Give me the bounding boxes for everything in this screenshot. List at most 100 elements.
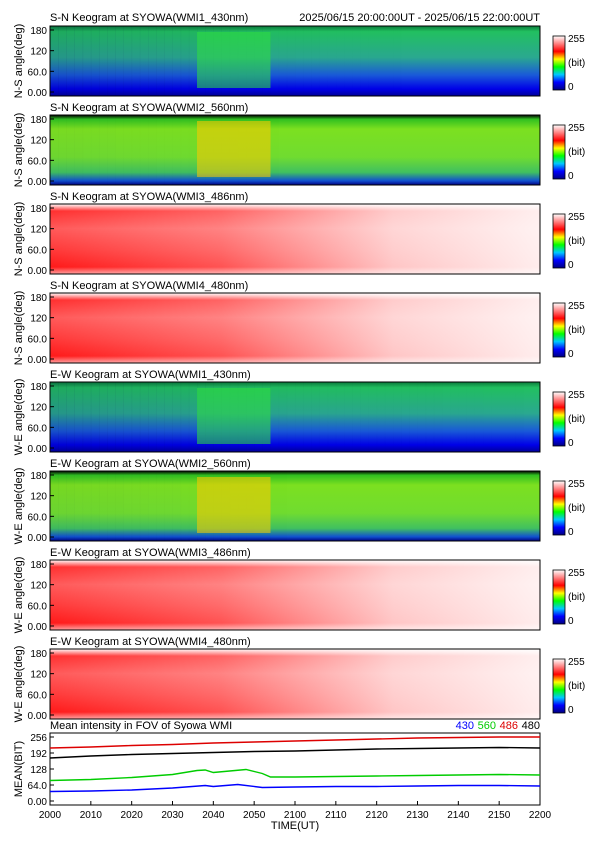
panel-title: E-W Keogram at SYOWA(WMI2_560nm) (50, 458, 251, 470)
heatmap-column (107, 382, 116, 452)
y-tick-label: 60.0 (28, 334, 48, 345)
heatmap-column (99, 115, 108, 185)
y-tick-label: 0.00 (28, 355, 48, 366)
heatmap-column (50, 115, 59, 185)
legend-entry-560: 560 (478, 720, 496, 732)
keogram-panel-7: E-W Keogram at SYOWA(WMI3_486nm) W-E angl… (13, 547, 585, 633)
colorbar-max-label: 255 (568, 212, 585, 223)
panel-frame (49, 381, 541, 453)
heatmap-column (66, 26, 75, 96)
panel-frame (49, 25, 541, 97)
heatmap-column (172, 26, 182, 96)
y-axis-label: N-S angle(deg) (13, 113, 25, 188)
colorbar-min-label: 0 (568, 171, 574, 182)
header-time-range: 2025/06/15 20:00:00UT - 2025/06/15 22:00… (299, 12, 540, 24)
panel-frame (49, 648, 541, 720)
y-tick-label: 180 (30, 26, 47, 37)
heatmap-column (188, 382, 198, 452)
heatmap-column (132, 471, 141, 541)
colorbar-unit-label: (bit) (568, 503, 585, 514)
colorbar-min-label: 0 (568, 705, 574, 716)
heatmap-column (524, 382, 533, 452)
heatmap-column (164, 471, 173, 541)
heatmap-column (148, 471, 157, 541)
heatmap-column (148, 115, 157, 185)
y-tick-label: 180 (30, 649, 47, 660)
heatmap-column (189, 471, 198, 541)
heatmap-column (507, 382, 516, 452)
panel-frame (49, 114, 541, 186)
y-axis-label: W-E angle(deg) (13, 557, 25, 634)
heatmap-column (115, 382, 124, 452)
heatmap-column (287, 115, 296, 185)
heatmap-column (467, 382, 476, 452)
y-axis-label: N-S angle(deg) (13, 202, 25, 277)
heatmap-column (139, 26, 149, 96)
heatmap-column (91, 115, 100, 185)
colorbar-max-label: 255 (568, 301, 585, 312)
heatmap-column (107, 26, 116, 96)
heatmap-column (99, 26, 108, 96)
heatmap-column (66, 471, 75, 541)
heatmap-column (311, 382, 320, 452)
heatmap-column (115, 115, 124, 185)
y-tick-label: 120 (30, 47, 47, 58)
heatmap-column (516, 382, 525, 452)
x-tick-label: 2130 (406, 810, 429, 821)
y-axis-label: N-S angle(deg) (13, 291, 25, 366)
heatmap-column (115, 471, 124, 541)
heatmap-column (442, 382, 451, 452)
heatmap-column (50, 471, 59, 541)
heatmap-column (483, 382, 492, 452)
colorbar-max-label: 255 (568, 568, 585, 579)
keogram-panel-5: E-W Keogram at SYOWA(WMI1_430nm) W-E angl… (13, 369, 585, 455)
colorbar-min-label: 0 (568, 82, 574, 93)
heatmap-column (181, 115, 190, 185)
heatmap-column (344, 26, 353, 96)
heatmap-column (287, 382, 296, 452)
heatmap-column (156, 471, 165, 541)
y-tick-label: 60.0 (28, 156, 48, 167)
heatmap-column (156, 115, 165, 185)
heatmap-column (148, 26, 157, 96)
colorbar-unit-label: (bit) (568, 236, 585, 247)
y-tick-label: 120 (30, 492, 47, 503)
heatmap-column (66, 382, 75, 452)
heatmap-column (401, 26, 410, 96)
series-line-560 (49, 768, 541, 782)
y-tick-label: 120 (30, 314, 47, 325)
y-tick-label: 60.0 (28, 67, 48, 78)
heatmap-column (279, 471, 288, 541)
heatmap-column (173, 471, 182, 541)
heatmap-column (295, 382, 304, 452)
heatmap-column (139, 382, 149, 452)
panel-frame (49, 470, 541, 542)
heatmap-column (164, 115, 173, 185)
heatmap-column (320, 382, 329, 452)
colorbar-unit-label: (bit) (568, 147, 585, 158)
heatmap-column (279, 115, 288, 185)
heatmap-column (58, 26, 67, 96)
panel-title: S-N Keogram at SYOWA(WMI3_486nm) (50, 191, 248, 203)
y-tick-label: 120 (30, 581, 47, 592)
y-tick-label: 0.00 (28, 711, 48, 722)
heatmap-column (303, 26, 312, 96)
colorbar-unit-label: (bit) (568, 681, 585, 692)
heatmap-column (75, 471, 84, 541)
heatmap-column (82, 382, 92, 452)
y-axis-label: W-E angle(deg) (13, 468, 25, 545)
legend-entry-486: 486 (500, 720, 518, 732)
heatmap-column (320, 26, 329, 96)
auroral-burst (197, 121, 271, 177)
mean-intensity-panel: Mean intensity in FOV of Syowa WMI 480 486… (13, 720, 552, 832)
heatmap-column (188, 26, 198, 96)
keogram-panel-4: S-N Keogram at SYOWA(WMI4_480nm) N-S angl… (13, 280, 585, 366)
heatmap-column (328, 26, 337, 96)
colorbar (552, 658, 566, 714)
y-tick-label: 128 (30, 765, 47, 776)
keogram-panel-1: N-S angle(deg) 180 120 60.0 0.00 255 (bit) 0 (13, 24, 585, 99)
x-tick-label: 2140 (447, 810, 470, 821)
x-tick-label: 2100 (284, 810, 307, 821)
heatmap-column (279, 26, 288, 96)
keogram-panel-3: S-N Keogram at SYOWA(WMI3_486nm) N-S angl… (13, 191, 585, 277)
